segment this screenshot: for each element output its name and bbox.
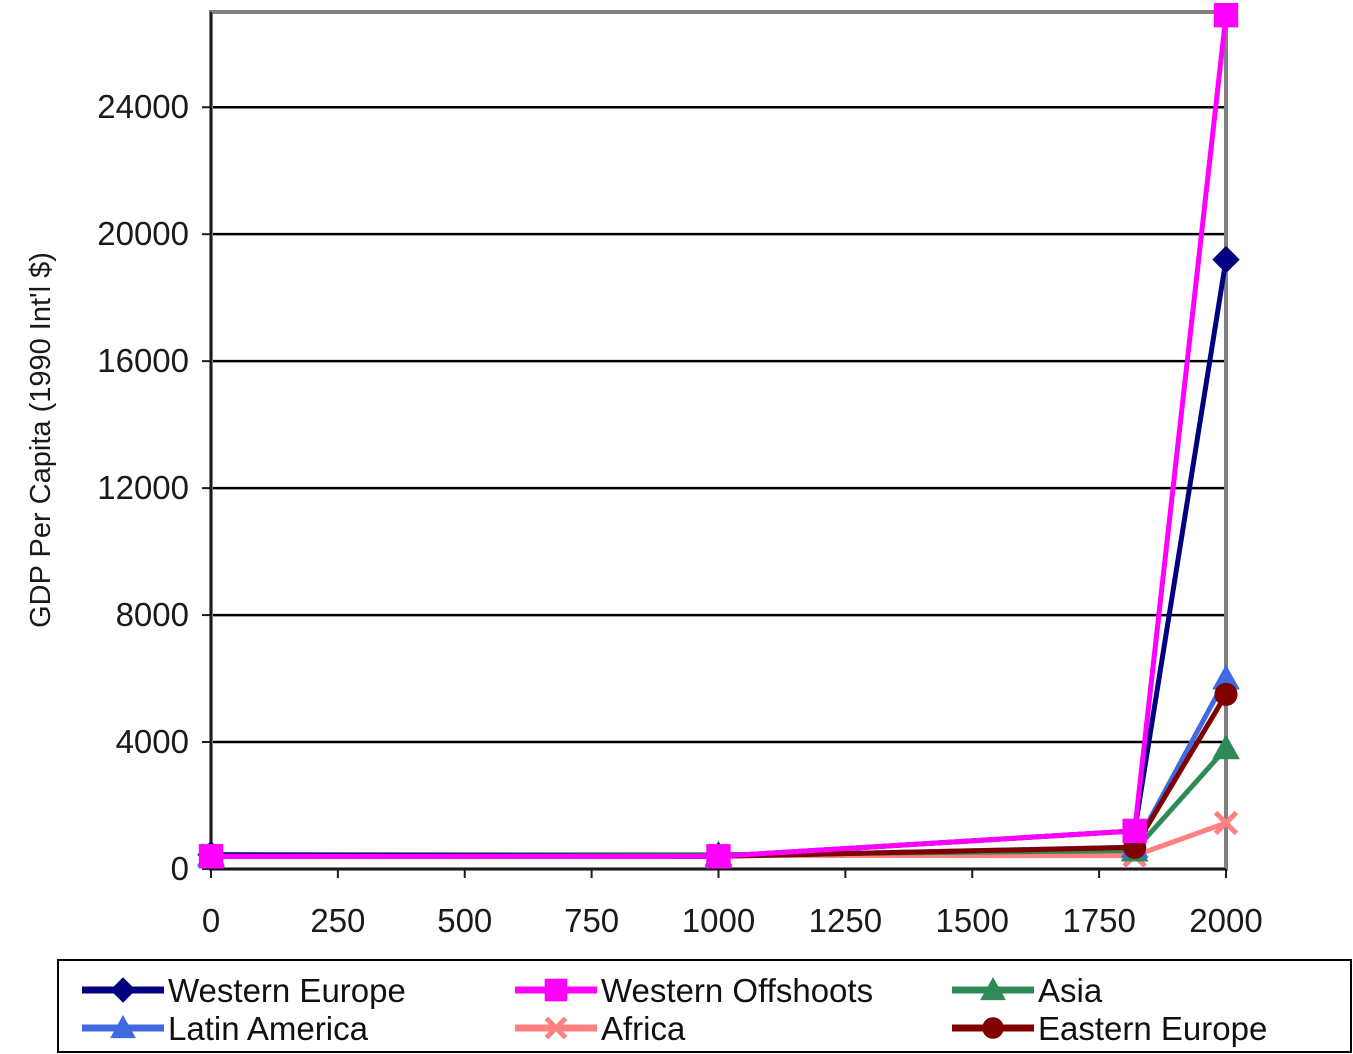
- x-tick-label-6: 1500: [936, 902, 1009, 939]
- x-tick-label-1: 250: [310, 902, 365, 939]
- legend-swatch-marker-1: [544, 978, 568, 1002]
- series-line-0: [210, 259, 1229, 859]
- legend-label-3: Latin America: [168, 1010, 369, 1047]
- legend-item-1: Western Offshoots: [515, 972, 873, 1009]
- y-axis-label: GDP Per Capita (1990 Int'l $): [25, 252, 57, 628]
- series-line-5: [211, 693, 1229, 859]
- legend-swatch-marker-4: [544, 1016, 568, 1040]
- x-tick-label-3: 750: [564, 902, 619, 939]
- legend-label-2: Asia: [1038, 972, 1103, 1009]
- series-1-point-1: [706, 844, 731, 869]
- series-0-point-3: [1212, 245, 1240, 274]
- y-tick-label-0: 0: [171, 850, 189, 887]
- series-line-2: [211, 746, 1228, 858]
- x-tick-label-5: 1250: [809, 902, 882, 939]
- series-5: [199, 682, 1238, 868]
- y-tick-label-6: 24000: [97, 88, 189, 125]
- x-tick-label-0: 0: [202, 902, 220, 939]
- x-tick-label-4: 1000: [682, 902, 755, 939]
- legend-box: [57, 959, 1352, 1053]
- x-tick-label-7: 1750: [1062, 902, 1135, 939]
- legend-item-2: Asia: [952, 972, 1103, 1009]
- series-4-point-3: [1213, 810, 1239, 836]
- series-1-point-3: [1213, 2, 1239, 28]
- legend-label-5: Eastern Europe: [1038, 1010, 1267, 1047]
- series-2-point-3: [1212, 734, 1240, 760]
- legend-item-0: Western Europe: [82, 972, 406, 1009]
- legend-swatch-marker-3: [110, 1014, 136, 1039]
- x-tick-label-8: 2000: [1189, 902, 1262, 939]
- legend-swatch-marker-0: [110, 977, 136, 1003]
- series-line-3: [211, 677, 1229, 859]
- plot-area-frame: [209, 10, 1228, 871]
- y-tick-label-1: 4000: [116, 723, 189, 760]
- y-tick-label-4: 16000: [97, 342, 189, 379]
- x-axis-ticks: 0 250 500 750 1000 1250 1500 1750 2000: [202, 869, 1263, 939]
- series-5-point-3: [1214, 682, 1238, 706]
- legend-label-0: Western Europe: [168, 972, 406, 1009]
- legend-item-5: Eastern Europe: [952, 1010, 1267, 1047]
- series-1-point-2: [1122, 818, 1147, 844]
- y-tick-label-2: 8000: [116, 596, 189, 633]
- y-tick-label-3: 12000: [97, 469, 189, 506]
- legend-label-4: Africa: [601, 1010, 686, 1047]
- legend-label-1: Western Offshoots: [601, 972, 873, 1009]
- gridlines: [211, 105, 1226, 744]
- legend-item-4: Africa: [515, 1010, 686, 1047]
- series-1: [198, 2, 1239, 869]
- series-group: [197, 2, 1240, 871]
- legend: Western Europe Western Offshoots Asia Latin…: [82, 972, 1267, 1047]
- legend-item-3: Latin America: [82, 1010, 369, 1047]
- series-line-1: [211, 14, 1229, 859]
- series-1-point-0: [198, 844, 224, 869]
- legend-swatch-marker-2: [980, 976, 1006, 1001]
- y-axis-ticks: 0 4000 8000 12000 16000 20000 24000: [97, 88, 211, 887]
- y-tick-label-5: 20000: [97, 215, 189, 252]
- legend-swatch-marker-5: [982, 1017, 1004, 1039]
- x-tick-label-2: 500: [437, 902, 492, 939]
- series-0: [197, 245, 1240, 871]
